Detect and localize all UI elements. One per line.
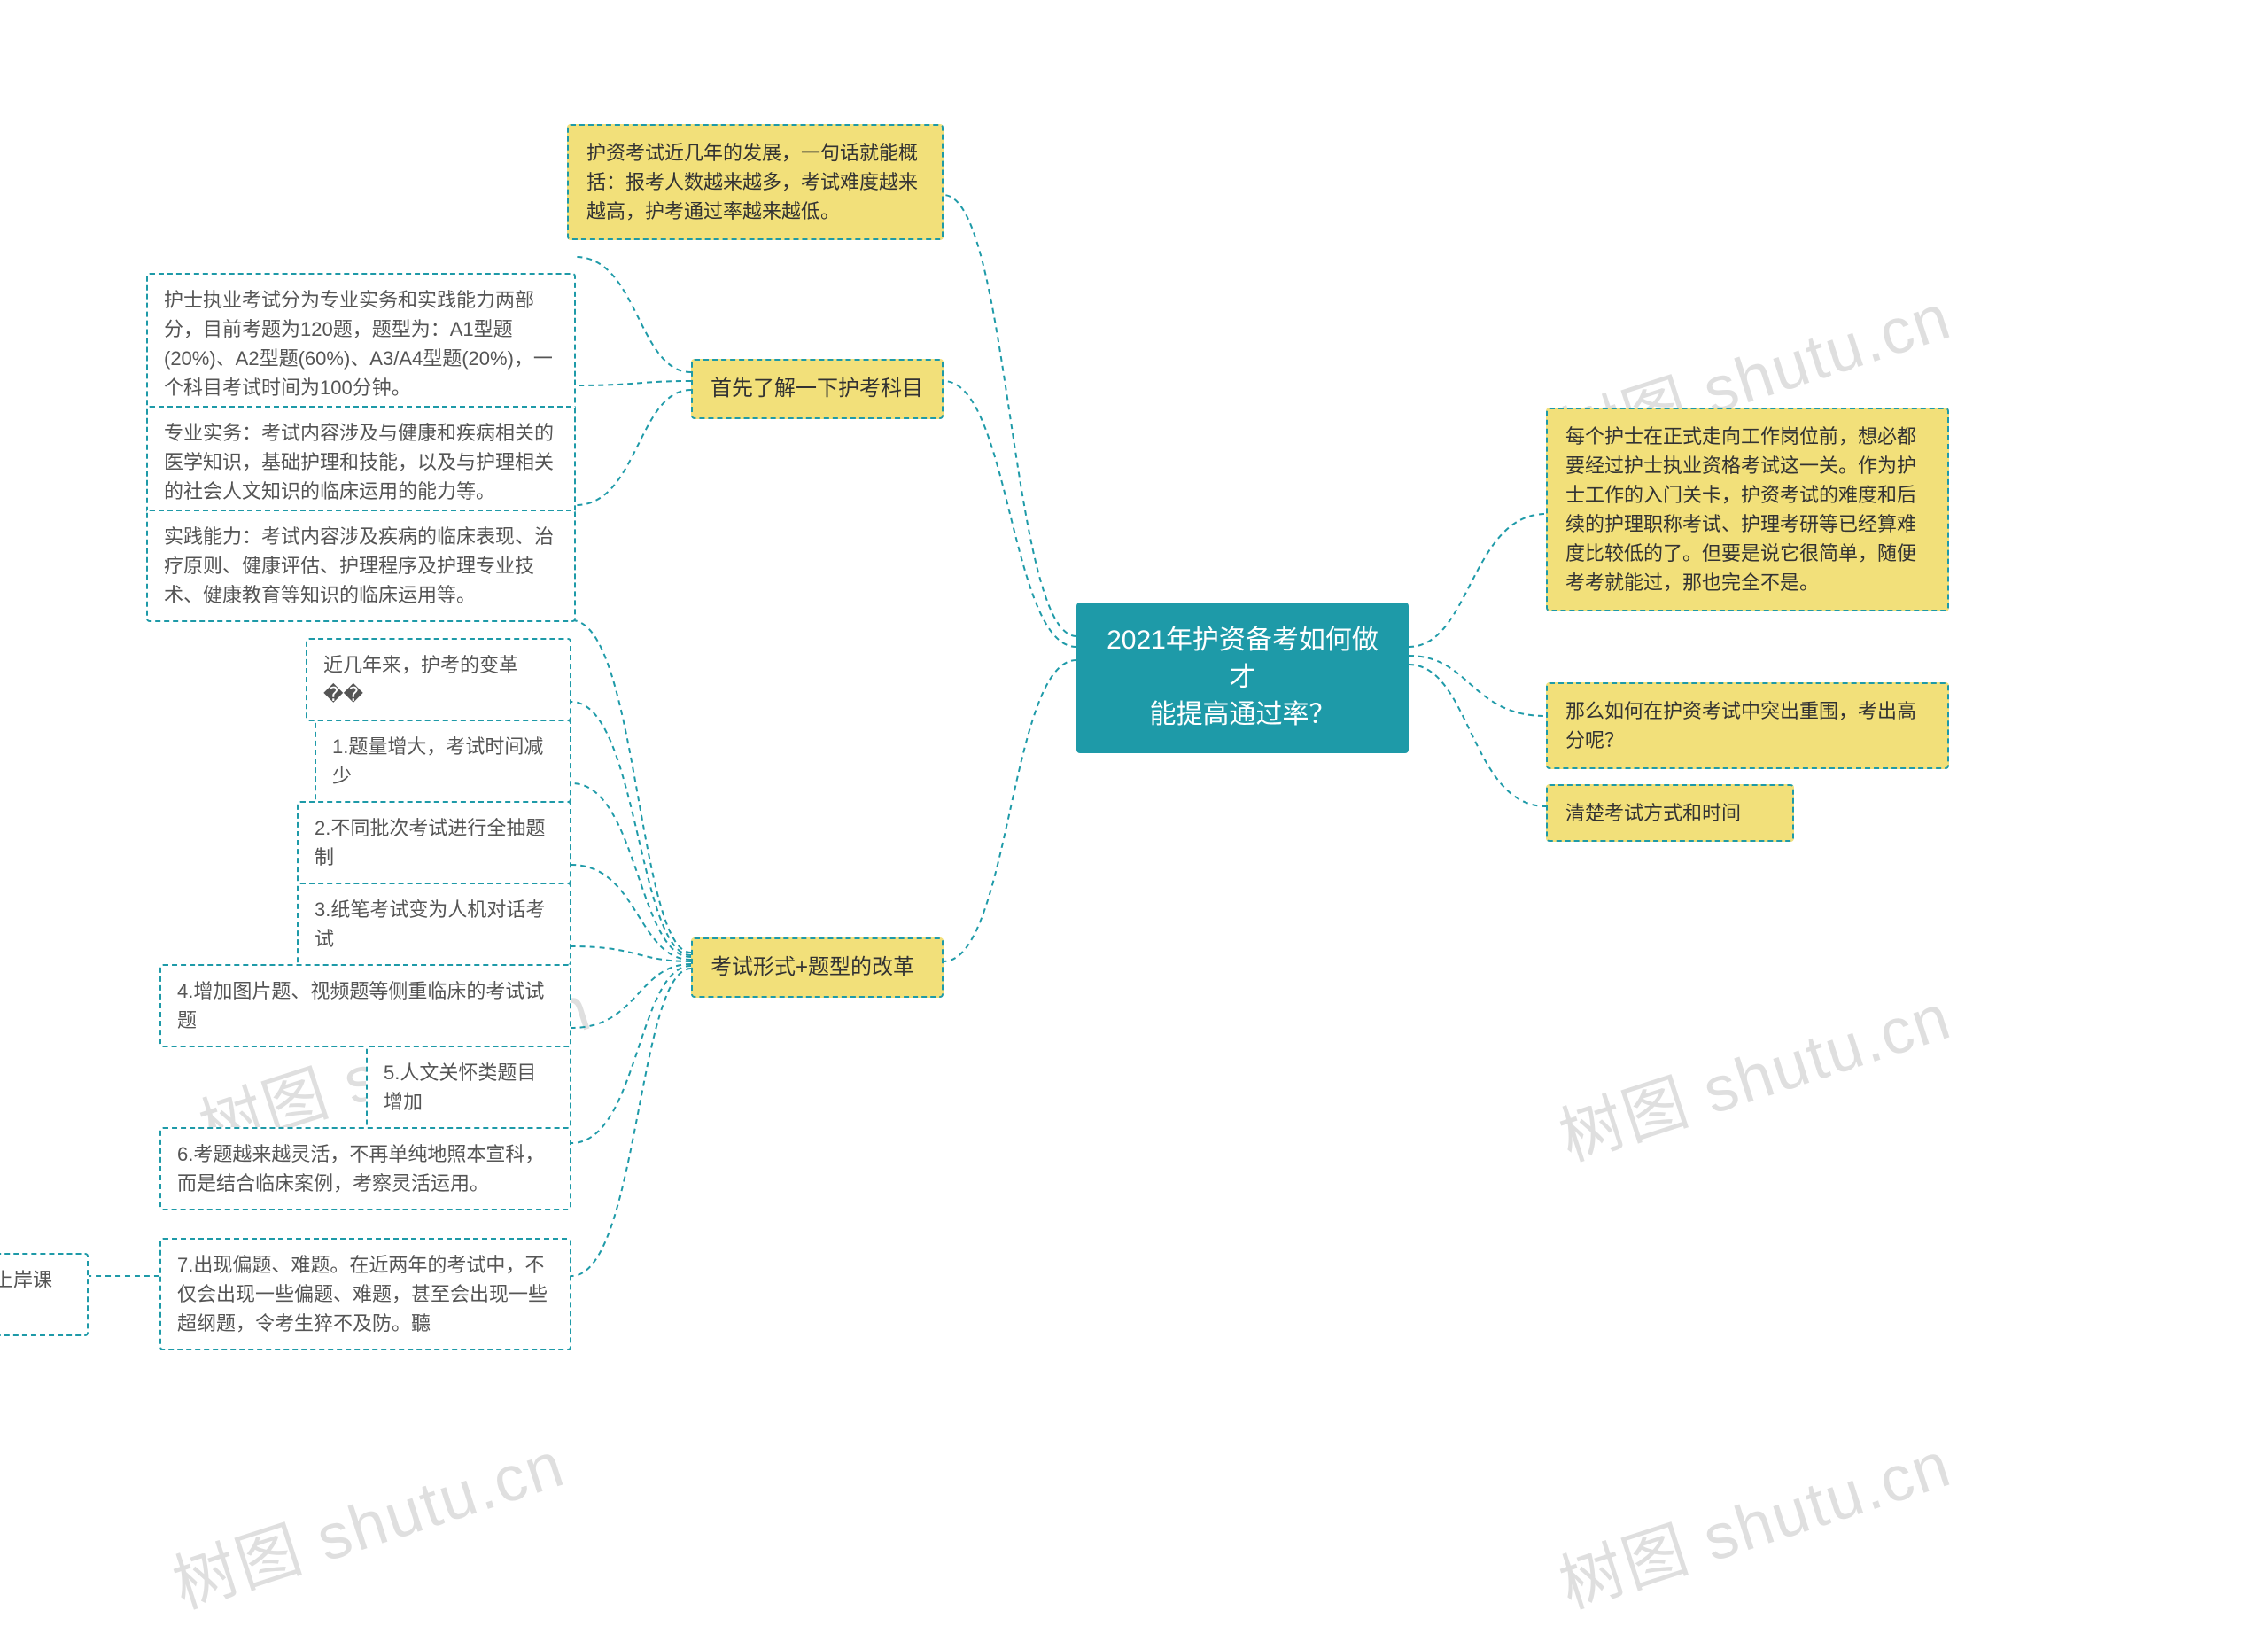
leaf-label: 6.考题越来越灵活，不再单纯地照本宣科，而是结合临床案例，考察灵活运用。 bbox=[177, 1143, 544, 1194]
root-node[interactable]: 2021年护资备考如何做才 能提高通过率？ bbox=[1076, 603, 1409, 753]
leaf-reform-0[interactable]: 近几年来，护考的变革�� bbox=[306, 638, 571, 721]
leaf-label: 7.出现偏题、难题。在近两年的考试中，不仅会出现一些偏题、难题，甚至会出现一些超… bbox=[177, 1254, 548, 1334]
mindmap-canvas: 树图 shutu.cn 树图 shutu.cn 树图 shutu.cn 树图 s… bbox=[0, 0, 2268, 1606]
leaf-subject-1[interactable]: 护士执业考试分为专业实务和实践能力两部分，目前考题为120题，题型为：A1型题(… bbox=[146, 273, 576, 415]
leaf-label: 专业实务：考试内容涉及与健康和疾病相关的医学知识，基础护理和技能，以及与护理相关… bbox=[164, 422, 554, 502]
leaf-reform-3[interactable]: 3.纸笔考试变为人机对话考试 bbox=[297, 883, 571, 966]
leaf-reform-7[interactable]: 7.出现偏题、难题。在近两年的考试中，不仅会出现一些偏题、难题，甚至会出现一些超… bbox=[159, 1238, 571, 1350]
leaf-label: 2.不同批次考试进行全抽题制 bbox=[315, 817, 545, 868]
branch-label: 那么如何在护资考试中突出重围，考出高分呢？ bbox=[1565, 700, 1916, 751]
leaf-label: 2021年护资/初级护士考试上岸课程 bbox=[0, 1269, 52, 1320]
leaf-label: 1.题量增大，考试时间减少 bbox=[332, 735, 543, 787]
branch-label: 考试形式+题型的改革 bbox=[711, 955, 914, 979]
branch-right-1[interactable]: 每个护士在正式走向工作岗位前，想必都要经过护士执业资格考试这一关。作为护士工作的… bbox=[1546, 408, 1949, 611]
branch-label: 清楚考试方式和时间 bbox=[1565, 802, 1741, 824]
branch-right-2[interactable]: 那么如何在护资考试中突出重围，考出高分呢？ bbox=[1546, 682, 1949, 769]
leaf-reform-1[interactable]: 1.题量增大，考试时间减少 bbox=[315, 720, 571, 803]
leaf-label: 护士执业考试分为专业实务和实践能力两部分，目前考题为120题，题型为：A1型题(… bbox=[164, 289, 553, 399]
branch-label: 首先了解一下护考科目 bbox=[711, 377, 923, 401]
branch-label: 护资考试近几年的发展，一句话就能概括：报考人数越来越多，考试难度越来越高，护考通… bbox=[586, 142, 918, 222]
branch-left-reform[interactable]: 考试形式+题型的改革 bbox=[691, 937, 944, 998]
watermark: 树图 shutu.cn bbox=[1546, 1412, 1961, 1625]
leaf-reform-6[interactable]: 6.考题越来越灵活，不再单纯地照本宣科，而是结合临床案例，考察灵活运用。 bbox=[159, 1127, 571, 1210]
leaf-reform-5[interactable]: 5.人文关怀类题目增加 bbox=[366, 1046, 571, 1129]
leaf-subject-3[interactable]: 实践能力：考试内容涉及疾病的临床表现、治疗原则、健康评估、护理程序及护理专业技术… bbox=[146, 510, 576, 622]
leaf-label: 近几年来，护考的变革�� bbox=[323, 654, 518, 705]
branch-left-subjects[interactable]: 首先了解一下护考科目 bbox=[691, 359, 944, 419]
branch-label: 每个护士在正式走向工作岗位前，想必都要经过护士执业资格考试这一关。作为护士工作的… bbox=[1565, 425, 1916, 594]
leaf-label: 实践能力：考试内容涉及疾病的临床表现、治疗原则、健康评估、护理程序及护理专业技术… bbox=[164, 525, 554, 606]
branch-right-3[interactable]: 清楚考试方式和时间 bbox=[1546, 784, 1794, 842]
leaf-reform-7-course[interactable]: 2021年护资/初级护士考试上岸课程 bbox=[0, 1253, 89, 1336]
watermark: 树图 shutu.cn bbox=[159, 1412, 574, 1625]
branch-left-trend[interactable]: 护资考试近几年的发展，一句话就能概括：报考人数越来越多，考试难度越来越高，护考通… bbox=[567, 124, 944, 240]
leaf-subject-2[interactable]: 专业实务：考试内容涉及与健康和疾病相关的医学知识，基础护理和技能，以及与护理相关… bbox=[146, 406, 576, 518]
leaf-label: 4.增加图片题、视频题等侧重临床的考试试题 bbox=[177, 980, 544, 1031]
watermark: 树图 shutu.cn bbox=[1546, 964, 1961, 1178]
root-label: 2021年护资备考如何做才 能提高通过率？ bbox=[1107, 626, 1379, 729]
leaf-reform-2[interactable]: 2.不同批次考试进行全抽题制 bbox=[297, 801, 571, 884]
leaf-label: 3.纸笔考试变为人机对话考试 bbox=[315, 899, 545, 950]
leaf-reform-4[interactable]: 4.增加图片题、视频题等侧重临床的考试试题 bbox=[159, 964, 571, 1047]
leaf-label: 5.人文关怀类题目增加 bbox=[384, 1062, 536, 1113]
